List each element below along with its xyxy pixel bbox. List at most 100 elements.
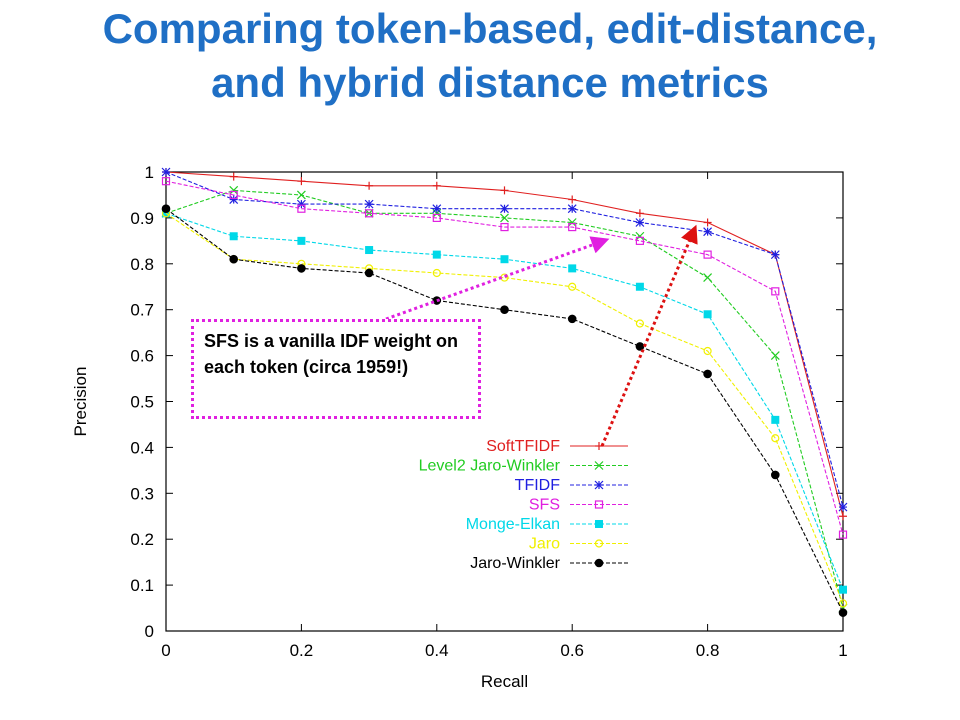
data-point <box>567 204 577 214</box>
data-point <box>703 310 712 319</box>
data-point <box>703 250 712 259</box>
series-sfs <box>161 177 848 539</box>
y-tick-label: 0.3 <box>130 484 154 503</box>
data-point <box>635 236 645 245</box>
series-line <box>165 212 844 604</box>
legend-label: TFIDF <box>515 477 561 494</box>
data-point <box>770 250 780 260</box>
x-tick-label: 0.8 <box>696 641 720 660</box>
y-tick-label: 1 <box>145 163 154 182</box>
data-point <box>703 273 713 282</box>
callout-arrow <box>385 236 610 321</box>
data-point <box>432 250 441 259</box>
data-point <box>296 199 306 209</box>
data-point <box>838 502 848 512</box>
data-point <box>161 204 171 214</box>
data-point <box>365 246 374 255</box>
data-point <box>365 181 374 190</box>
legend-marker <box>595 442 603 450</box>
data-point <box>703 369 712 379</box>
data-point <box>296 190 306 200</box>
x-tick-label: 0 <box>161 641 170 660</box>
y-tick-label: 0 <box>145 622 154 641</box>
data-point <box>229 172 238 181</box>
data-point <box>500 213 509 223</box>
legend-marker <box>594 539 604 548</box>
data-point <box>229 232 238 241</box>
data-point <box>500 305 509 315</box>
data-point <box>500 186 509 195</box>
legend-label: Level2 Jaro-Winkler <box>419 458 561 475</box>
data-point <box>297 236 306 245</box>
data-point <box>229 190 238 200</box>
x-tick-label: 0.6 <box>560 641 584 660</box>
data-point <box>297 177 306 186</box>
data-point <box>771 434 780 443</box>
data-point <box>635 231 645 241</box>
data-point <box>635 282 644 291</box>
y-axis-label: Precision <box>71 367 90 437</box>
data-point <box>635 342 645 351</box>
legend-label: SFS <box>529 497 560 514</box>
data-point <box>229 185 239 195</box>
data-point <box>838 608 848 617</box>
series-line <box>165 180 844 535</box>
data-point <box>297 204 306 213</box>
data-point <box>568 222 577 232</box>
legend-label: SoftTFIDF <box>486 438 560 455</box>
y-tick-label: 0.2 <box>130 530 154 549</box>
data-point <box>635 209 644 218</box>
x-axis-label: Recall <box>481 672 528 691</box>
y-tick-label: 0.4 <box>130 438 154 457</box>
data-point <box>432 268 441 278</box>
data-point <box>568 264 577 273</box>
data-point <box>432 213 441 222</box>
data-point <box>838 599 848 608</box>
data-point <box>365 209 374 218</box>
data-point <box>364 268 374 278</box>
x-tick-label: 0.4 <box>425 641 449 660</box>
data-point <box>839 512 847 521</box>
data-point <box>838 530 848 539</box>
y-tick-label: 0.5 <box>130 393 154 412</box>
series-tfidf <box>161 167 848 512</box>
data-point <box>567 218 577 227</box>
x-tick-label: 1 <box>838 641 847 660</box>
y-tick-label: 0.9 <box>130 209 154 228</box>
legend-marker <box>594 558 604 568</box>
data-point <box>500 204 509 214</box>
data-point <box>364 199 374 209</box>
data-point <box>771 415 780 424</box>
legend: SoftTFIDF Level2 Jaro-Winkler TFIDF SFS Mong… <box>419 438 628 572</box>
legend-label: Jaro-Winkler <box>470 555 560 572</box>
data-point <box>635 319 645 328</box>
x-tick-label: 0.2 <box>290 641 314 660</box>
data-point <box>297 264 306 273</box>
data-point <box>635 218 645 227</box>
legend-marker <box>594 500 604 509</box>
data-point <box>161 177 171 186</box>
data-point <box>567 314 577 324</box>
data-point <box>161 167 171 177</box>
data-point <box>432 204 442 214</box>
legend-marker <box>594 480 604 490</box>
data-point <box>229 254 238 264</box>
series-jaro-winkler <box>161 204 848 617</box>
sfs-callout: SFS is a vanilla IDF weight on each toke… <box>191 319 481 419</box>
data-point <box>839 585 847 594</box>
data-point <box>703 227 713 237</box>
data-point <box>771 470 780 480</box>
data-point <box>703 218 712 227</box>
legend-marker <box>594 461 604 470</box>
data-point <box>500 222 509 232</box>
data-point <box>229 195 239 204</box>
y-tick-label: 0.6 <box>130 347 154 366</box>
data-point <box>771 287 780 296</box>
legend-label: Jaro <box>529 536 560 553</box>
y-tick-label: 0.8 <box>130 255 154 274</box>
y-tick-label: 0.7 <box>130 301 154 320</box>
data-point <box>432 181 441 190</box>
legend-marker <box>595 520 603 528</box>
legend-label: Monge-Elkan <box>466 516 560 533</box>
